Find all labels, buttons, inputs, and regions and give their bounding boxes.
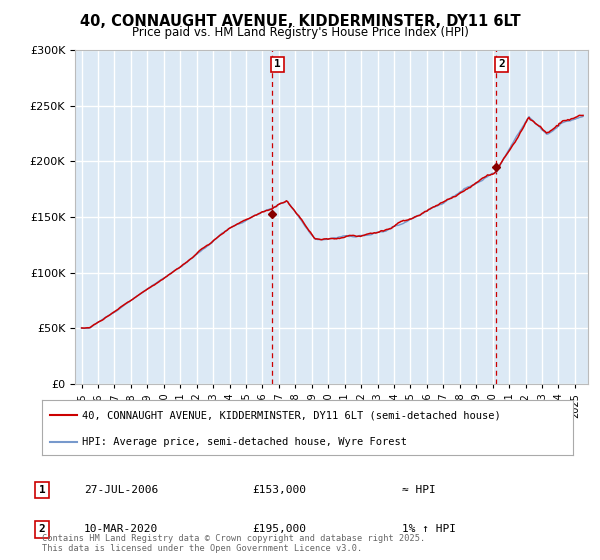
Text: 10-MAR-2020: 10-MAR-2020 xyxy=(84,524,158,534)
Text: 40, CONNAUGHT AVENUE, KIDDERMINSTER, DY11 6LT (semi-detached house): 40, CONNAUGHT AVENUE, KIDDERMINSTER, DY1… xyxy=(82,410,500,420)
Text: ≈ HPI: ≈ HPI xyxy=(402,485,436,495)
Text: 2: 2 xyxy=(38,524,46,534)
Text: 1: 1 xyxy=(38,485,46,495)
Text: Contains HM Land Registry data © Crown copyright and database right 2025.
This d: Contains HM Land Registry data © Crown c… xyxy=(42,534,425,553)
Text: HPI: Average price, semi-detached house, Wyre Forest: HPI: Average price, semi-detached house,… xyxy=(82,437,407,446)
Text: £195,000: £195,000 xyxy=(252,524,306,534)
Text: 27-JUL-2006: 27-JUL-2006 xyxy=(84,485,158,495)
Text: £153,000: £153,000 xyxy=(252,485,306,495)
Text: 40, CONNAUGHT AVENUE, KIDDERMINSTER, DY11 6LT: 40, CONNAUGHT AVENUE, KIDDERMINSTER, DY1… xyxy=(80,14,520,29)
Text: 1: 1 xyxy=(274,59,281,69)
Text: 1% ↑ HPI: 1% ↑ HPI xyxy=(402,524,456,534)
Text: 2: 2 xyxy=(498,59,505,69)
Text: Price paid vs. HM Land Registry's House Price Index (HPI): Price paid vs. HM Land Registry's House … xyxy=(131,26,469,39)
